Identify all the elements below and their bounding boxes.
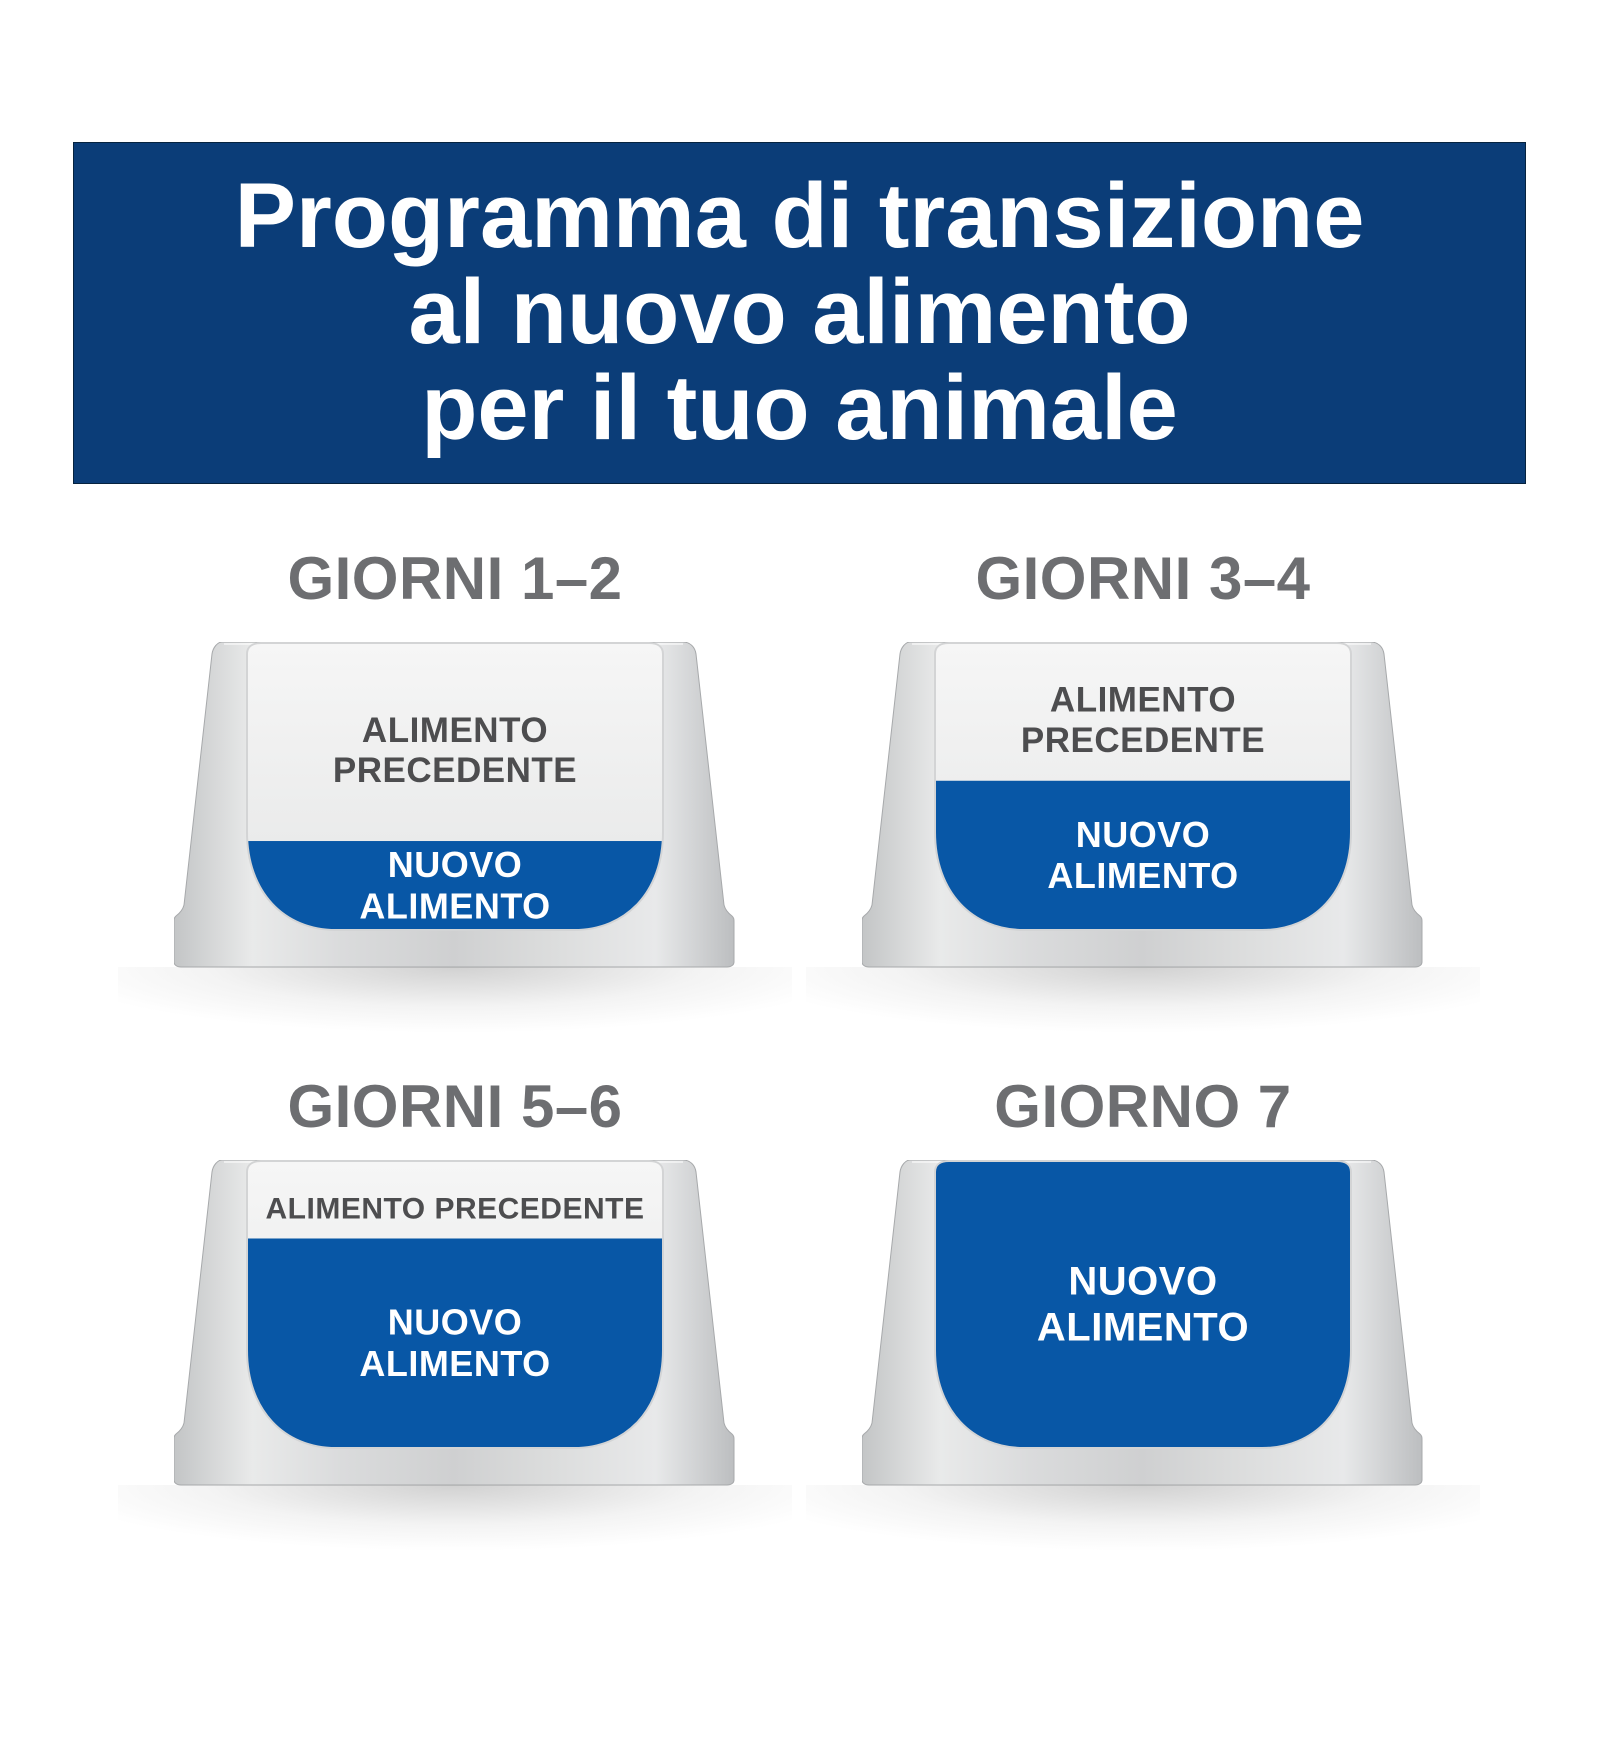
svg-text:NUOVO: NUOVO <box>1076 814 1211 855</box>
svg-text:ALIMENTO: ALIMENTO <box>359 1343 550 1384</box>
svg-text:PRECEDENTE: PRECEDENTE <box>333 751 577 790</box>
svg-text:NUOVO: NUOVO <box>388 844 523 885</box>
svg-text:ALIMENTO: ALIMENTO <box>362 711 548 750</box>
svg-text:NUOVO: NUOVO <box>1068 1260 1217 1304</box>
svg-text:ALIMENTO PRECEDENTE: ALIMENTO PRECEDENTE <box>266 1192 645 1225</box>
svg-text:ALIMENTO: ALIMENTO <box>1050 681 1236 720</box>
svg-text:NUOVO: NUOVO <box>388 1302 523 1343</box>
svg-text:ALIMENTO: ALIMENTO <box>1047 855 1238 896</box>
svg-text:ALIMENTO: ALIMENTO <box>1037 1306 1249 1350</box>
svg-text:ALIMENTO: ALIMENTO <box>359 885 550 926</box>
svg-text:PRECEDENTE: PRECEDENTE <box>1021 721 1265 760</box>
